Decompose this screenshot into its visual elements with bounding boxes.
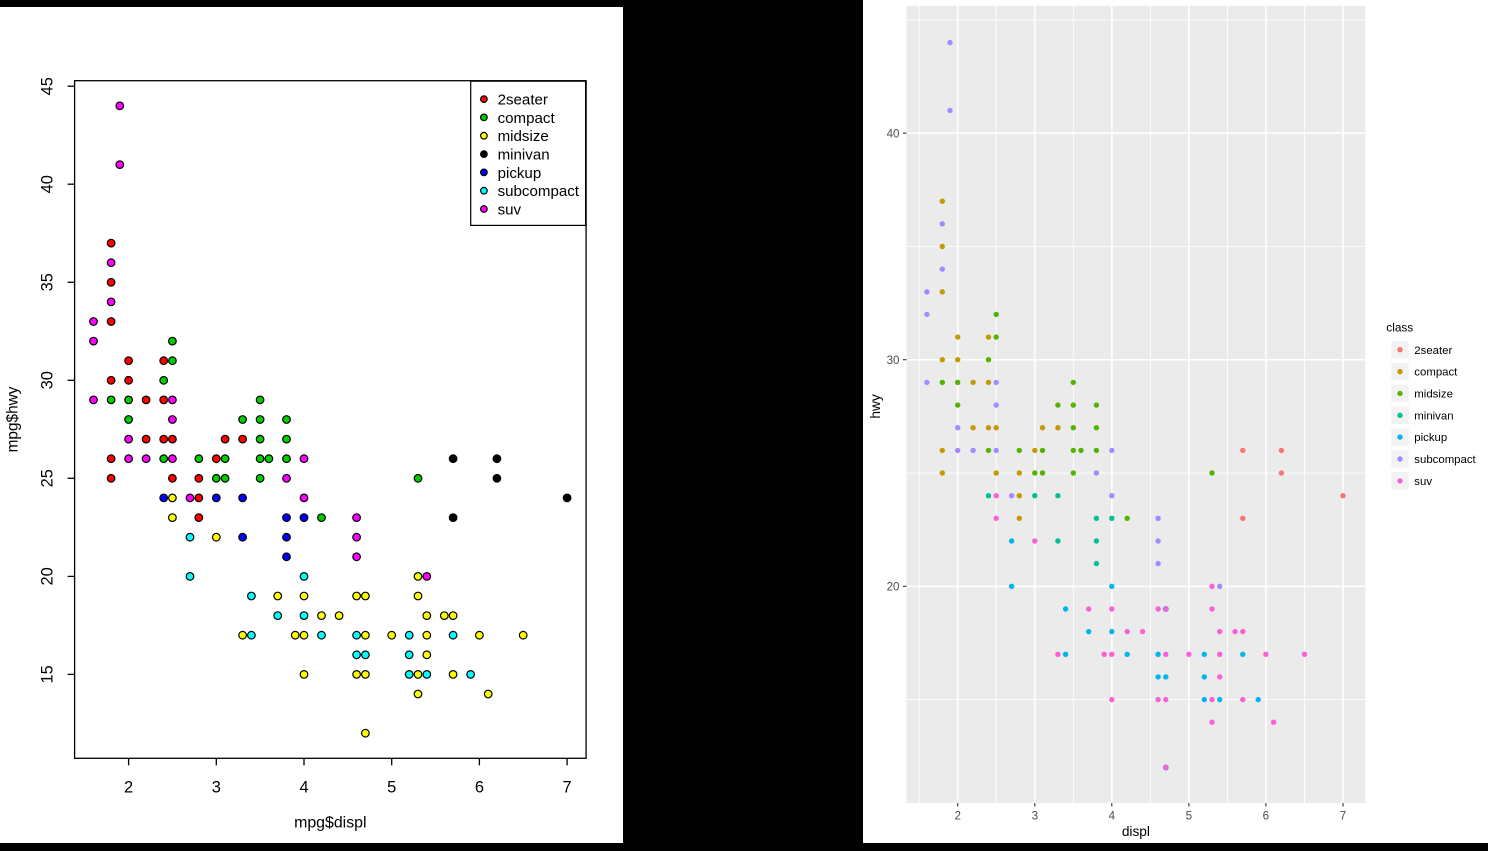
svg-text:minivan: minivan	[1414, 410, 1453, 422]
svg-text:40: 40	[38, 175, 56, 193]
svg-text:3: 3	[212, 778, 221, 796]
svg-text:35: 35	[38, 273, 56, 291]
svg-text:midsize: midsize	[1414, 389, 1453, 401]
svg-text:pickup: pickup	[1414, 432, 1447, 444]
svg-text:2: 2	[124, 778, 133, 796]
svg-text:2: 2	[954, 810, 960, 823]
svg-text:15: 15	[38, 665, 56, 683]
svg-text:pickup: pickup	[498, 165, 542, 182]
svg-text:class: class	[1386, 321, 1413, 335]
svg-text:hwy: hwy	[868, 394, 883, 418]
svg-text:30: 30	[887, 354, 900, 367]
svg-text:30: 30	[38, 371, 56, 389]
svg-text:2seater: 2seater	[498, 92, 548, 109]
svg-text:subcompact: subcompact	[498, 183, 580, 200]
svg-text:4: 4	[1109, 810, 1116, 823]
svg-text:5: 5	[1186, 810, 1192, 823]
svg-text:suv: suv	[498, 202, 522, 219]
svg-text:7: 7	[563, 778, 572, 796]
svg-text:5: 5	[387, 778, 396, 796]
svg-text:4: 4	[299, 778, 308, 796]
svg-text:mpg$displ: mpg$displ	[294, 815, 366, 832]
svg-text:compact: compact	[498, 110, 556, 127]
svg-text:20: 20	[38, 567, 56, 585]
svg-text:3: 3	[1032, 810, 1038, 823]
svg-text:6: 6	[475, 778, 484, 796]
svg-text:45: 45	[38, 77, 56, 95]
svg-text:subcompact: subcompact	[1414, 454, 1476, 466]
svg-text:40: 40	[887, 127, 900, 140]
svg-text:6: 6	[1263, 810, 1269, 823]
svg-text:2seater: 2seater	[1414, 345, 1452, 357]
svg-text:minivan: minivan	[498, 147, 550, 164]
svg-text:20: 20	[887, 581, 900, 594]
svg-text:mpg$hwy: mpg$hwy	[4, 386, 21, 452]
svg-text:displ: displ	[1122, 824, 1150, 839]
svg-text:compact: compact	[1414, 367, 1458, 379]
svg-text:25: 25	[38, 469, 56, 487]
svg-text:midsize: midsize	[498, 128, 549, 145]
svg-text:suv: suv	[1414, 476, 1432, 488]
svg-text:7: 7	[1340, 810, 1346, 823]
